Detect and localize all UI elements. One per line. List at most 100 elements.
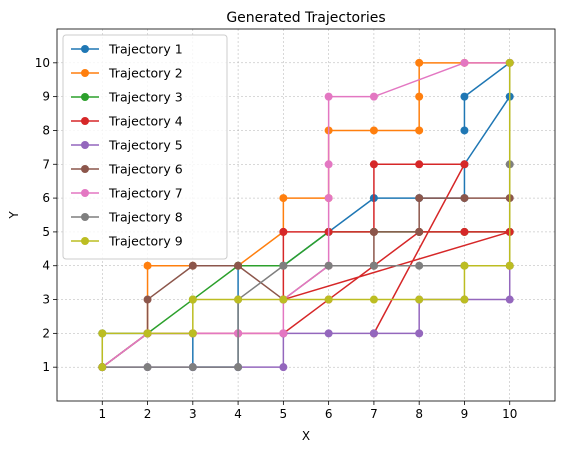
data-point bbox=[279, 363, 288, 372]
x-tick-label: 2 bbox=[144, 407, 152, 421]
y-tick-label: 2 bbox=[42, 326, 50, 340]
data-point bbox=[415, 58, 424, 67]
x-axis-title: X bbox=[302, 429, 310, 443]
data-point bbox=[279, 329, 288, 338]
data-point bbox=[369, 126, 378, 135]
data-point bbox=[460, 227, 469, 236]
data-point bbox=[143, 329, 152, 338]
data-point bbox=[460, 92, 469, 101]
legend-label: Trajectory 2 bbox=[108, 66, 183, 81]
legend-label: Trajectory 3 bbox=[108, 90, 183, 105]
data-point bbox=[460, 126, 469, 135]
x-tick-label: 7 bbox=[370, 407, 378, 421]
data-point bbox=[415, 295, 424, 304]
data-point bbox=[415, 126, 424, 135]
data-point bbox=[188, 363, 197, 372]
chart-title: Generated Trajectories bbox=[226, 10, 385, 26]
series-9 bbox=[98, 58, 514, 372]
data-point bbox=[369, 329, 378, 338]
legend-item: Trajectory 4 bbox=[71, 114, 183, 129]
legend-label: Trajectory 9 bbox=[108, 234, 183, 249]
legend-label: Trajectory 8 bbox=[108, 210, 183, 225]
x-tick-label: 4 bbox=[234, 407, 242, 421]
legend-item: Trajectory 8 bbox=[71, 210, 183, 225]
x-tick-label: 1 bbox=[98, 407, 106, 421]
plot-frame bbox=[56, 28, 556, 402]
x-tick-label: 9 bbox=[461, 407, 469, 421]
data-point bbox=[369, 227, 378, 236]
legend-marker bbox=[81, 141, 89, 149]
data-point bbox=[279, 261, 288, 270]
data-point bbox=[505, 58, 514, 67]
data-point bbox=[505, 261, 514, 270]
legend-marker bbox=[81, 117, 89, 125]
legend-marker bbox=[81, 69, 89, 77]
y-tick-label: 5 bbox=[42, 225, 50, 239]
data-point bbox=[460, 160, 469, 169]
data-point bbox=[415, 160, 424, 169]
data-point bbox=[324, 194, 333, 203]
legend-item: Trajectory 1 bbox=[71, 42, 183, 57]
data-point bbox=[324, 261, 333, 270]
y-tick-label: 1 bbox=[42, 360, 50, 374]
data-point bbox=[324, 329, 333, 338]
data-point bbox=[415, 261, 424, 270]
data-point bbox=[324, 92, 333, 101]
legend-marker bbox=[81, 213, 89, 221]
legend: Trajectory 1 Trajectory 2 Trajectory 3 Traj… bbox=[62, 34, 228, 260]
axis-ticks: 1 2 3 4 5 6 7 8 9 10 1 2 3 4 5 6 7 8 9 10 bbox=[35, 56, 518, 421]
x-tick-label: 10 bbox=[502, 407, 517, 421]
data-point bbox=[369, 160, 378, 169]
data-point bbox=[369, 295, 378, 304]
data-point bbox=[415, 92, 424, 101]
data-point bbox=[369, 92, 378, 101]
legend-label: Trajectory 7 bbox=[108, 186, 183, 201]
legend-box bbox=[62, 34, 228, 260]
data-point bbox=[324, 295, 333, 304]
legend-label: Trajectory 5 bbox=[108, 138, 183, 153]
y-tick-label: 7 bbox=[42, 157, 50, 171]
legend-marker bbox=[81, 189, 89, 197]
y-tick-label: 6 bbox=[42, 191, 50, 205]
data-point bbox=[143, 295, 152, 304]
data-point bbox=[143, 363, 152, 372]
legend-item: Trajectory 9 bbox=[71, 234, 183, 249]
data-point bbox=[98, 329, 107, 338]
data-point bbox=[369, 261, 378, 270]
legend-item: Trajectory 2 bbox=[71, 66, 183, 81]
data-point bbox=[460, 194, 469, 203]
data-point bbox=[143, 261, 152, 270]
legend-label: Trajectory 6 bbox=[108, 162, 183, 177]
y-tick-label: 9 bbox=[42, 90, 50, 104]
series-lines bbox=[98, 58, 514, 372]
data-point bbox=[188, 295, 197, 304]
data-point bbox=[234, 363, 243, 372]
data-point bbox=[460, 261, 469, 270]
y-tick-label: 8 bbox=[42, 123, 50, 137]
legend-label: Trajectory 1 bbox=[108, 42, 183, 57]
legend-item: Trajectory 3 bbox=[71, 90, 183, 105]
x-tick-label: 6 bbox=[325, 407, 333, 421]
legend-marker bbox=[81, 93, 89, 101]
y-axis-title: Y bbox=[7, 211, 21, 220]
data-point bbox=[234, 295, 243, 304]
x-tick-label: 8 bbox=[415, 407, 423, 421]
data-point bbox=[415, 329, 424, 338]
legend-marker bbox=[81, 45, 89, 53]
data-point bbox=[279, 295, 288, 304]
data-point bbox=[324, 160, 333, 169]
legend-marker bbox=[81, 165, 89, 173]
legend-marker bbox=[81, 237, 89, 245]
legend-item: Trajectory 5 bbox=[71, 138, 183, 153]
data-point bbox=[188, 329, 197, 338]
y-tick-label: 10 bbox=[35, 56, 50, 70]
data-point bbox=[415, 194, 424, 203]
data-point bbox=[279, 227, 288, 236]
legend-item: Trajectory 7 bbox=[71, 186, 183, 201]
legend-label: Trajectory 4 bbox=[108, 114, 183, 129]
data-point bbox=[460, 58, 469, 67]
y-tick-label: 3 bbox=[42, 293, 50, 307]
data-point bbox=[188, 261, 197, 270]
y-tick-label: 4 bbox=[42, 259, 50, 273]
